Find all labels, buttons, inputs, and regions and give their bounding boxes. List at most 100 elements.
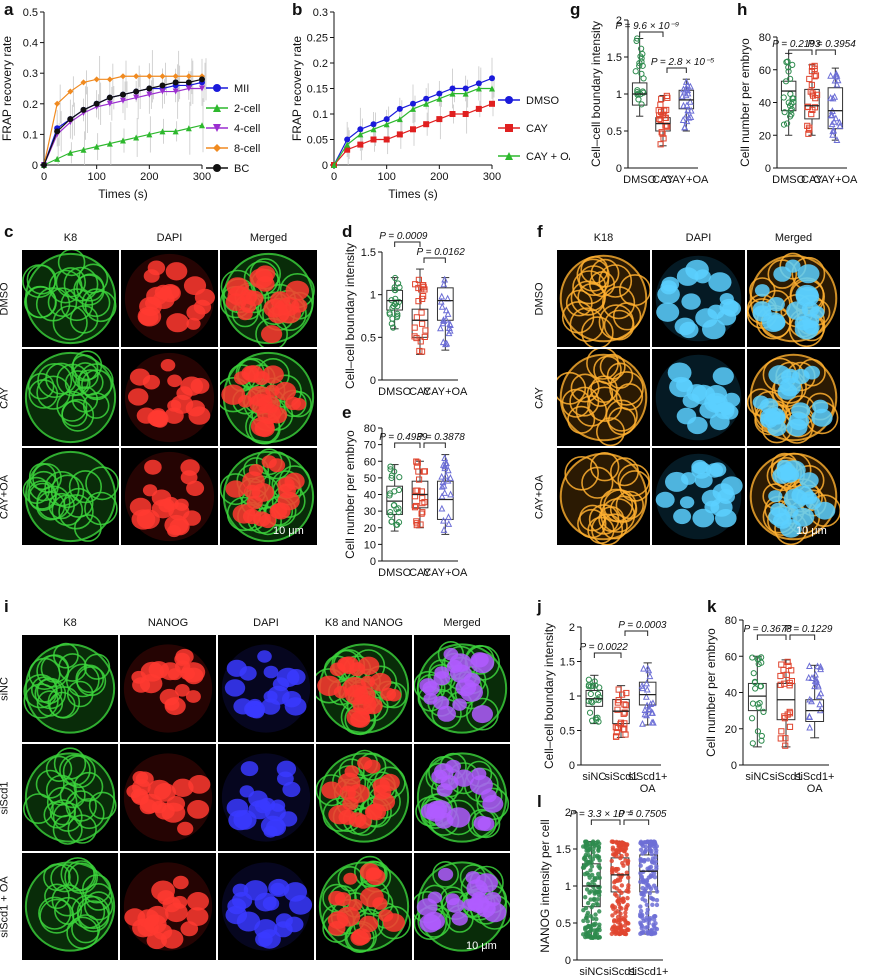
y-axis-label: Cell number per embryo <box>343 430 357 559</box>
y-tick-label: 1 <box>569 691 575 703</box>
y-tick-label: 1.5 <box>556 844 571 856</box>
x-tick-label: 0 <box>331 171 337 183</box>
data-point <box>648 886 654 892</box>
y-tick-label: 1 <box>565 881 571 893</box>
data-point <box>782 742 789 749</box>
data-point <box>93 76 100 83</box>
y-tick-label: 2 <box>616 15 622 27</box>
data-point <box>829 127 837 135</box>
micrograph-tile <box>747 250 840 347</box>
data-point <box>748 715 756 722</box>
data-point <box>657 101 664 108</box>
data-point <box>784 711 791 718</box>
data-point <box>582 895 588 900</box>
data-point <box>440 280 448 288</box>
data-point <box>387 463 394 470</box>
data-point <box>654 844 660 849</box>
data-point <box>93 143 100 150</box>
y-axis-label: Cell–cell boundary intensity <box>542 623 556 769</box>
data-point <box>610 839 616 844</box>
data-point <box>622 731 629 738</box>
data-point <box>683 101 691 109</box>
column-header: K8 <box>63 232 78 244</box>
data-point <box>806 126 813 133</box>
data-point <box>651 917 657 922</box>
data-point <box>412 281 419 288</box>
panel-label-j: j <box>537 597 542 616</box>
data-point <box>419 509 426 516</box>
data-point <box>813 91 821 98</box>
data-point <box>93 100 100 107</box>
data-point <box>585 900 591 906</box>
data-point <box>836 118 843 126</box>
data-point <box>833 80 841 88</box>
y-tick-label: 0.5 <box>556 918 571 930</box>
column-header: K18 <box>593 232 614 244</box>
column-header: K8 <box>63 617 77 629</box>
data-point <box>639 719 646 727</box>
data-point <box>442 306 450 314</box>
data-point <box>444 310 452 317</box>
data-point <box>806 662 813 670</box>
panel-label-i: i <box>4 597 9 616</box>
micrograph-tile <box>218 635 314 742</box>
data-point <box>624 888 629 894</box>
y-tick-label: 0.25 <box>307 33 328 45</box>
data-point <box>643 685 651 693</box>
y-tick-label: 10 <box>364 539 376 551</box>
data-point <box>640 843 646 849</box>
data-point <box>653 859 659 864</box>
data-point <box>462 85 469 92</box>
p-value-label: P = 0.0022 <box>580 642 629 653</box>
data-point <box>592 876 597 881</box>
micrograph-tile <box>120 635 216 742</box>
data-point <box>619 883 625 888</box>
data-point <box>755 704 762 711</box>
data-point <box>609 858 614 864</box>
data-point <box>612 918 617 923</box>
data-point <box>413 518 420 525</box>
data-point <box>638 904 643 909</box>
data-point <box>447 474 454 481</box>
data-point <box>778 661 785 668</box>
data-point <box>758 732 765 740</box>
data-point <box>159 73 166 80</box>
data-point <box>781 713 788 720</box>
data-point <box>758 659 765 666</box>
data-point <box>393 521 400 528</box>
data-point <box>438 292 446 300</box>
data-point <box>595 897 600 902</box>
data-point <box>805 130 812 137</box>
data-point <box>595 718 602 725</box>
data-point <box>649 848 654 854</box>
data-point <box>449 111 456 117</box>
chart-a-frap-stages: 0 100 200 300 0 0.1 0.2 0.3 0.4 0.5 Times (s) FRAP … <box>0 7 260 201</box>
p-value-label: P = 0.0003 <box>618 620 667 631</box>
significance-bracket <box>423 442 446 448</box>
y-axis-label: Cell number per embryo <box>705 628 718 757</box>
y-tick-label: 70 <box>364 440 376 452</box>
data-point <box>411 504 419 511</box>
data-point <box>781 109 788 116</box>
data-point <box>594 916 599 922</box>
micrograph-tile <box>652 349 745 446</box>
data-point <box>648 864 654 870</box>
data-point <box>625 895 630 901</box>
data-point <box>623 846 629 851</box>
data-point <box>580 932 586 937</box>
data-point <box>588 913 594 919</box>
data-point <box>120 91 126 98</box>
y-tick-label: 0.2 <box>23 99 38 111</box>
legend-marker <box>213 124 221 132</box>
data-point <box>414 459 421 466</box>
data-point <box>388 474 395 482</box>
data-point <box>589 864 595 869</box>
data-point <box>592 933 597 939</box>
data-point <box>172 73 179 80</box>
y-tick-label: 0 <box>32 160 38 172</box>
data-point <box>394 310 401 317</box>
data-point <box>638 908 644 914</box>
data-point <box>655 107 662 114</box>
y-tick-label: 0.3 <box>313 7 328 19</box>
row-header: CAY+OA <box>533 474 545 519</box>
